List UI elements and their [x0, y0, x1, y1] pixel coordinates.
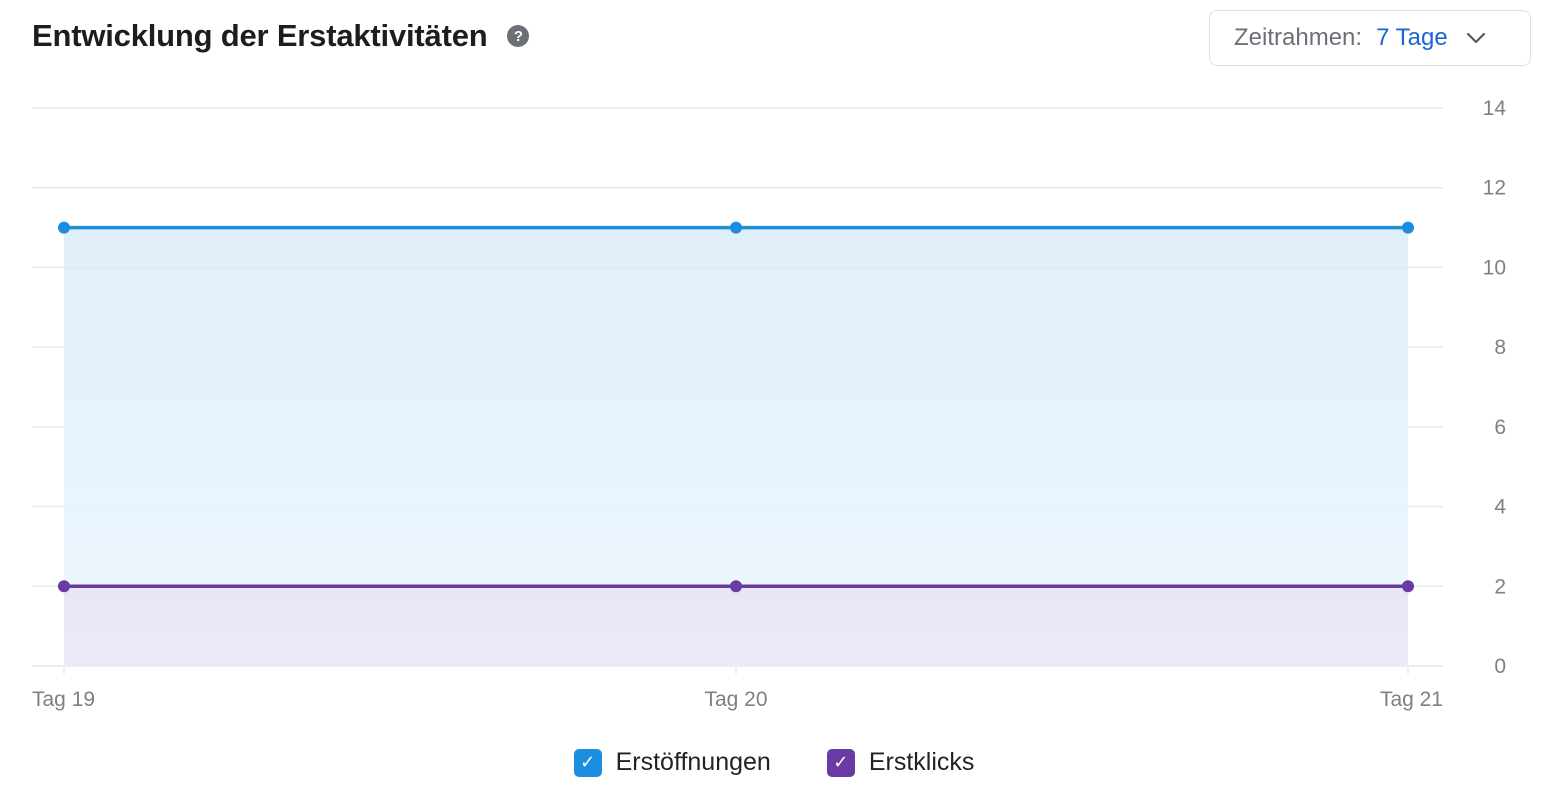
x-tick-label: Tag 19 — [32, 688, 95, 711]
legend-label: Erstklicks — [868, 748, 975, 776]
chart-area: 0 2 4 6 8 10 12 14 Tag 19 Tag 20 Tag 21 — [32, 97, 1507, 711]
data-point[interactable] — [730, 221, 742, 234]
y-tick-label: 4 — [1494, 496, 1506, 519]
y-tick-label: 0 — [1494, 655, 1506, 678]
data-point[interactable] — [58, 580, 70, 593]
data-point[interactable] — [58, 221, 70, 234]
data-point[interactable] — [1402, 580, 1414, 593]
x-tick-label: Tag 20 — [704, 688, 767, 711]
timeframe-value: 7 Tage — [1376, 24, 1448, 51]
checkbox-checked-icon[interactable]: ✓ — [573, 748, 602, 777]
series-points — [58, 221, 1414, 593]
series-area — [64, 586, 1408, 666]
legend-item-opens[interactable]: ✓ Erstöffnungen — [573, 748, 771, 777]
chart-title: Entwicklung der Erstaktivitäten — [32, 18, 488, 53]
y-axis-labels: 0 2 4 6 8 10 12 14 — [1483, 97, 1507, 678]
timeframe-label: Zeitrahmen: — [1234, 24, 1363, 51]
help-icon[interactable]: ? — [507, 25, 530, 47]
data-point[interactable] — [730, 580, 742, 593]
y-tick-label: 10 — [1483, 256, 1506, 279]
timeframe-dropdown[interactable]: Zeitrahmen: 7 Tage — [1209, 10, 1531, 66]
legend: ✓ Erstöffnungen ✓ Erstklicks — [0, 748, 1548, 777]
chevron-down-icon — [1466, 31, 1486, 45]
y-tick-label: 6 — [1494, 416, 1506, 439]
legend-item-clicks[interactable]: ✓ Erstklicks — [826, 748, 975, 777]
data-point[interactable] — [1402, 221, 1414, 234]
y-tick-label: 14 — [1483, 97, 1507, 120]
y-tick-label: 12 — [1483, 177, 1506, 200]
x-tick-label: Tag 21 — [1380, 688, 1443, 711]
y-tick-label: 2 — [1494, 575, 1506, 598]
y-tick-label: 8 — [1494, 336, 1506, 359]
checkbox-checked-icon[interactable]: ✓ — [826, 748, 855, 777]
series-areas — [64, 227, 1408, 667]
chart-header: Entwicklung der Erstaktivitäten ? — [32, 18, 530, 54]
legend-label: Erstöffnungen — [615, 748, 771, 776]
x-axis-labels: Tag 19 Tag 20 Tag 21 — [32, 688, 1443, 711]
series-area — [64, 227, 1408, 667]
